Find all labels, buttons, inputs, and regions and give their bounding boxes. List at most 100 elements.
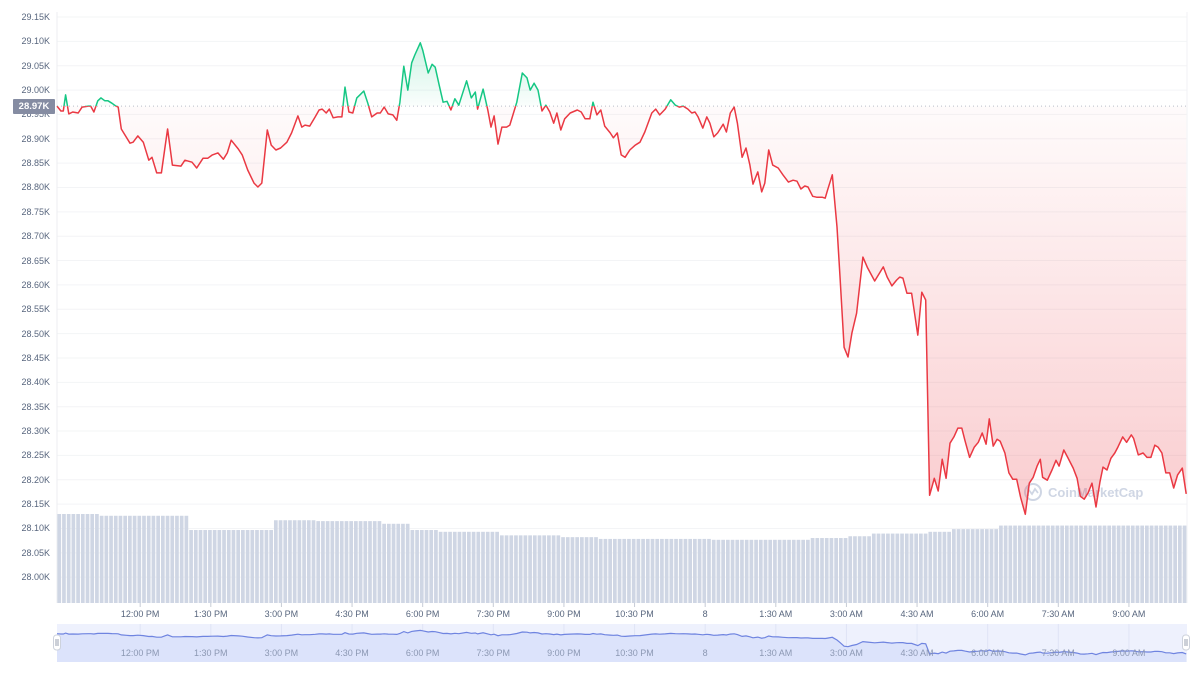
volume-bar bbox=[476, 531, 481, 603]
volume-bar bbox=[311, 520, 316, 603]
y-axis-label: 28.30K bbox=[21, 426, 50, 437]
x-axis-label: 8 bbox=[702, 609, 708, 619]
volume-bar bbox=[664, 538, 669, 603]
volume-bar bbox=[85, 514, 90, 603]
volume-bar bbox=[1008, 525, 1013, 603]
volume-bar bbox=[1032, 525, 1036, 603]
volume-bar bbox=[226, 530, 231, 603]
volume-bar bbox=[584, 537, 589, 603]
volume-bar bbox=[1022, 525, 1027, 603]
volume-bar bbox=[1140, 525, 1145, 603]
volume-bar bbox=[113, 515, 118, 603]
volume-bar bbox=[909, 533, 914, 603]
volume-bar bbox=[678, 538, 683, 603]
y-axis-label: 29.00K bbox=[21, 85, 50, 96]
volume-bar bbox=[358, 521, 363, 603]
volume-bar bbox=[1163, 525, 1168, 603]
volume-bar bbox=[382, 523, 386, 603]
volume-bar bbox=[66, 514, 71, 603]
volume-bar bbox=[1013, 525, 1017, 603]
volume-bar bbox=[702, 538, 707, 603]
volume-bar bbox=[961, 529, 966, 603]
volume-bar bbox=[970, 529, 975, 603]
volume-bar bbox=[886, 533, 890, 603]
volume-bar bbox=[71, 514, 76, 603]
volume-bar bbox=[273, 520, 278, 603]
volume-bar bbox=[90, 514, 95, 603]
volume-bar bbox=[598, 538, 603, 603]
y-axis-label: 28.75K bbox=[21, 206, 50, 217]
volume-bar bbox=[1055, 525, 1060, 603]
volume-bar bbox=[518, 535, 523, 603]
volume-bar bbox=[636, 538, 641, 603]
volume-bar bbox=[1027, 525, 1032, 603]
volume-bar bbox=[1135, 525, 1140, 603]
volume-bar bbox=[683, 538, 688, 603]
volume-bar bbox=[900, 533, 904, 603]
volume-bar bbox=[462, 531, 467, 603]
volume-bar bbox=[1159, 525, 1163, 603]
volume-bar bbox=[1154, 525, 1159, 603]
volume-bar bbox=[438, 531, 443, 603]
chart-plot-area[interactable] bbox=[57, 12, 1187, 603]
volume-bar bbox=[297, 520, 302, 603]
volume-bar bbox=[806, 539, 810, 603]
volume-bar bbox=[99, 515, 104, 603]
volume-bar bbox=[415, 530, 419, 603]
volume-bar bbox=[773, 539, 777, 603]
x-axis-label: 6:00 PM bbox=[405, 609, 440, 619]
volume-bar bbox=[335, 521, 339, 603]
volume-bar bbox=[1050, 525, 1055, 603]
volume-bar bbox=[994, 529, 999, 603]
volume-bar bbox=[645, 538, 650, 603]
volume-bar bbox=[1046, 525, 1050, 603]
volume-bar bbox=[975, 529, 980, 603]
volume-bar bbox=[933, 531, 937, 603]
volume-bar bbox=[1112, 525, 1116, 603]
volume-bar bbox=[76, 514, 80, 603]
volume-bar bbox=[650, 538, 655, 603]
volume-bar bbox=[876, 533, 881, 603]
volume-bar bbox=[386, 523, 391, 603]
volume-bar bbox=[565, 537, 570, 603]
volume-bar bbox=[796, 539, 801, 603]
volume-bar bbox=[184, 515, 189, 603]
volume-bar bbox=[165, 515, 170, 603]
volume-bar bbox=[175, 515, 179, 603]
volume-bar bbox=[259, 530, 264, 603]
volume-bar bbox=[368, 521, 372, 603]
navigator-x-label: 4:30 PM bbox=[335, 648, 369, 658]
baseline-price-label: 28.97K bbox=[13, 98, 55, 114]
volume-bar bbox=[250, 530, 255, 603]
volume-bar bbox=[867, 536, 871, 603]
volume-bar bbox=[688, 538, 693, 603]
volume-bar bbox=[740, 539, 744, 603]
volume-bar bbox=[401, 523, 405, 603]
volume-bar bbox=[264, 530, 269, 603]
volume-bar bbox=[255, 530, 259, 603]
navigator[interactable] bbox=[53, 624, 1190, 662]
x-axis-label: 7:30 PM bbox=[476, 609, 511, 619]
volume-bar bbox=[80, 514, 85, 603]
volume-bar bbox=[829, 538, 834, 603]
volume-bar bbox=[160, 515, 165, 603]
navigator-x-label: 3:00 AM bbox=[829, 648, 863, 658]
volume-bar bbox=[485, 531, 490, 603]
y-axis-label: 28.00K bbox=[21, 572, 50, 583]
navigator-handle-left[interactable] bbox=[53, 634, 61, 651]
volume-bar bbox=[198, 530, 203, 603]
volume-bar bbox=[523, 535, 528, 603]
volume-bar bbox=[947, 531, 951, 603]
volume-bar bbox=[481, 531, 485, 603]
volume-bar bbox=[471, 531, 476, 603]
volume-bar bbox=[1097, 525, 1102, 603]
volume-bar bbox=[777, 539, 782, 603]
volume-bar bbox=[325, 521, 330, 603]
y-axis-label: 28.10K bbox=[21, 523, 50, 534]
volume-bar bbox=[62, 514, 66, 603]
volume-bar bbox=[452, 531, 457, 603]
volume-bar bbox=[434, 530, 438, 603]
volume-bar bbox=[580, 537, 584, 603]
navigator-handle-right[interactable] bbox=[1182, 634, 1190, 651]
